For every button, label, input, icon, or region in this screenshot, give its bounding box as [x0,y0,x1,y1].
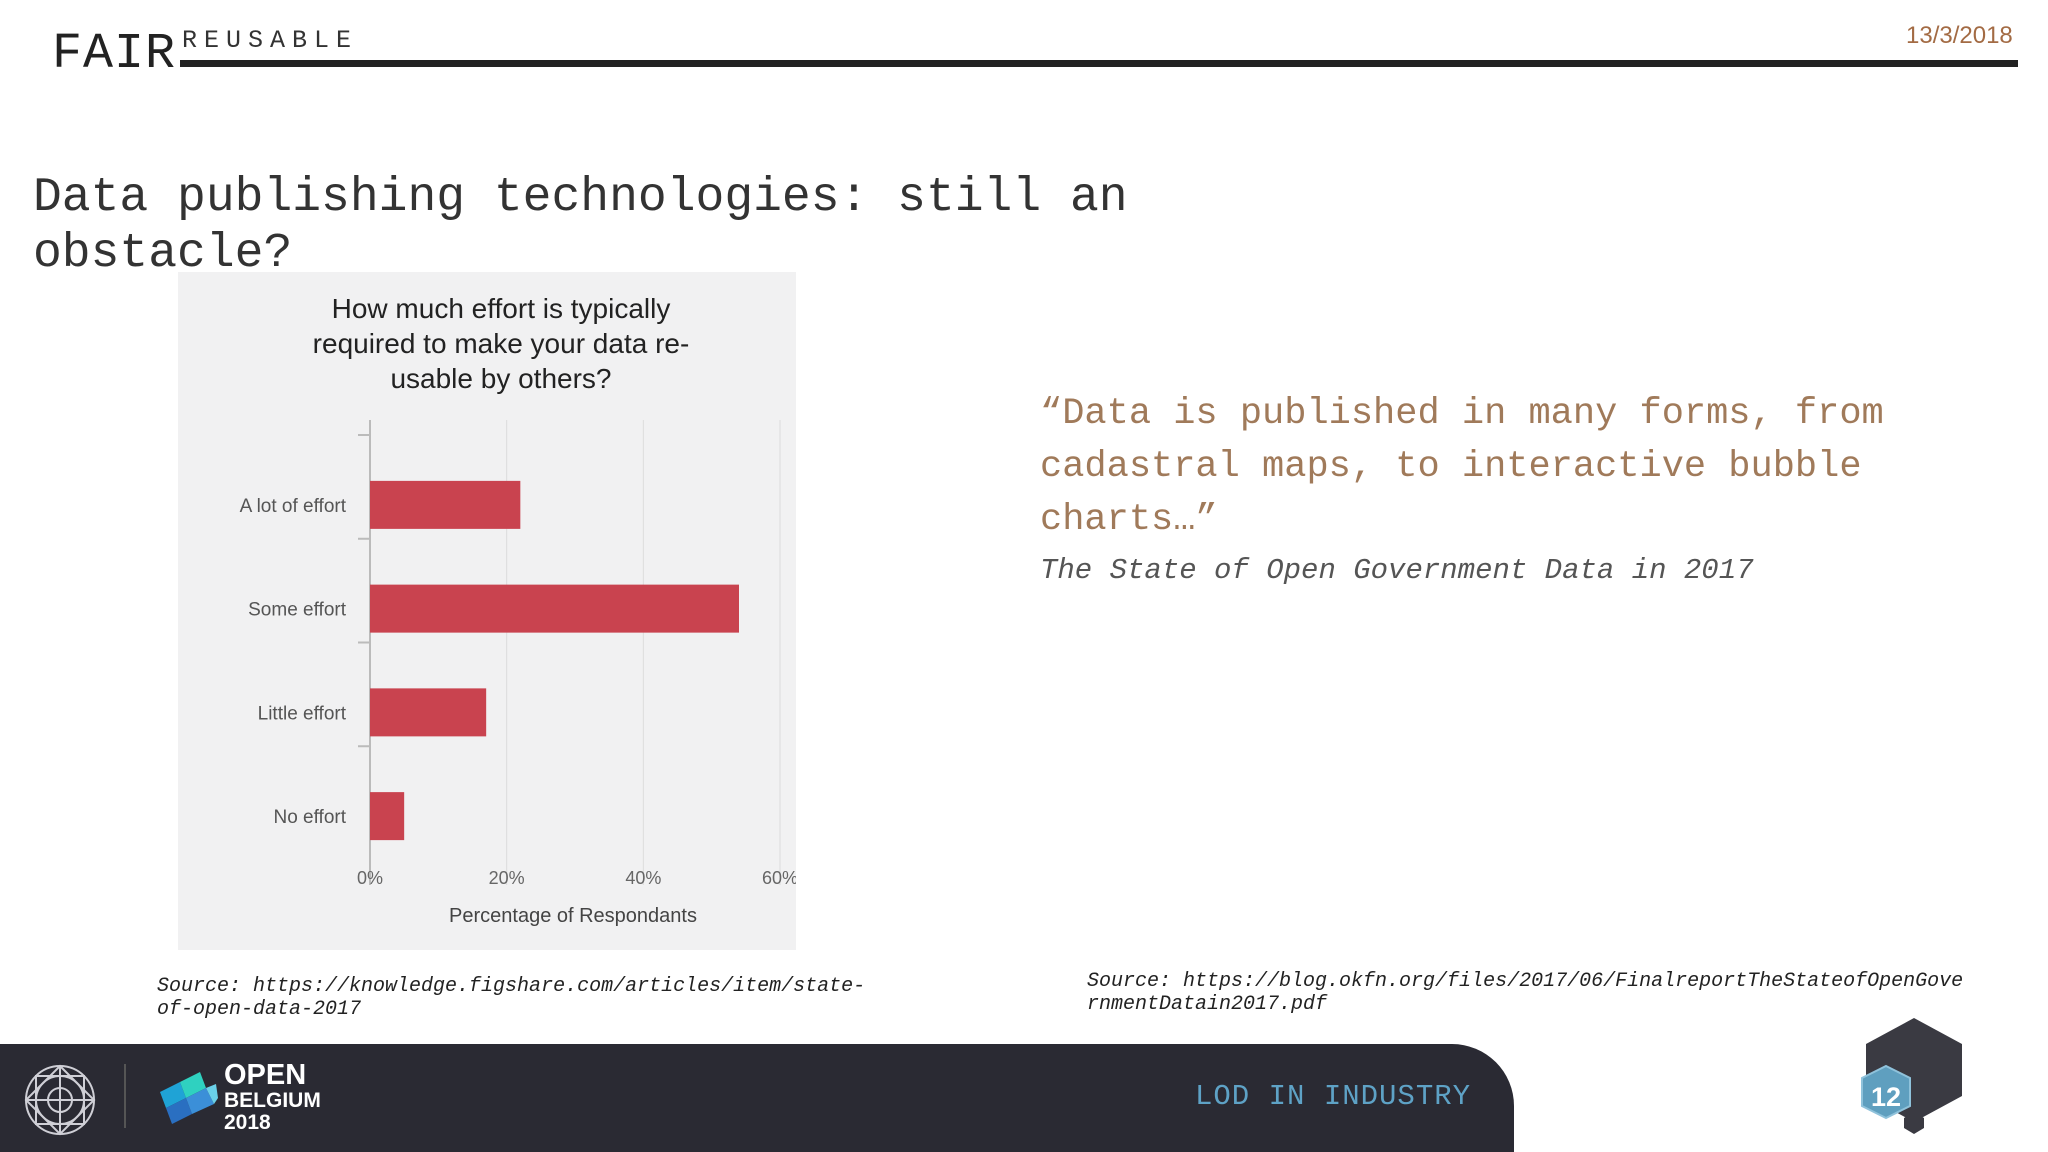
page-number-hexagon-icon [1861,1018,1962,1134]
footer-title: LOD IN INDUSTRY [1195,1080,1472,1113]
source-right: Source: https://blog.okfn.org/files/2017… [1087,970,1964,1016]
quote-text: “Data is published in many forms, from c… [1040,393,1884,541]
chart-title-line: How much effort is typically [332,293,671,324]
logo-open-text: OPEN [224,1059,307,1091]
logo-belgium-text: BELGIUM [224,1089,321,1112]
chart-tick-label: 0% [357,868,383,888]
chart-tick-label: 60% [762,868,796,888]
slide-title: Data publishing technologies: still an o… [33,171,1128,281]
header-rule [180,60,2018,67]
quote-source: The State of Open Government Data in 201… [1040,554,1754,587]
chart-tick-label: 20% [489,868,525,888]
source-left: Source: https://knowledge.figshare.com/a… [157,975,866,1021]
chart-tick-label: 40% [625,868,661,888]
chart-title-line: required to make your data re- [313,328,690,359]
chart-bar [370,792,405,841]
header-fair-label: FAIR [52,26,177,83]
footer-divider [124,1064,126,1128]
open-belgium-wordmark: OPEN BELGIUM 2018 [224,1060,321,1134]
chart-category-label: Some effort [248,600,347,621]
chart-category-label: A lot of effort [240,496,347,517]
chart-bar [370,480,521,529]
chart-category-label: Little effort [258,703,347,724]
seal-logo-icon [24,1064,96,1136]
footer-bar [0,1044,1514,1152]
chart-bar [370,584,739,633]
header-section-label: REUSABLE [182,26,359,55]
chart-title-line: usable by others? [390,363,611,394]
chart-category-label: No effort [273,807,346,828]
chart-panel: How much effort is typically required to … [178,272,798,950]
chart-x-axis-label: Percentage of Respondants [449,905,697,927]
chart-bar [370,688,487,737]
header-date: 13/3/2018 [1906,22,2013,49]
effort-bar-chart: How much effort is typically required to … [240,293,798,927]
logo-year-text: 2018 [224,1111,271,1134]
open-belgium-logo-icon [160,1072,218,1124]
page-number: 12 [1870,1082,1902,1112]
